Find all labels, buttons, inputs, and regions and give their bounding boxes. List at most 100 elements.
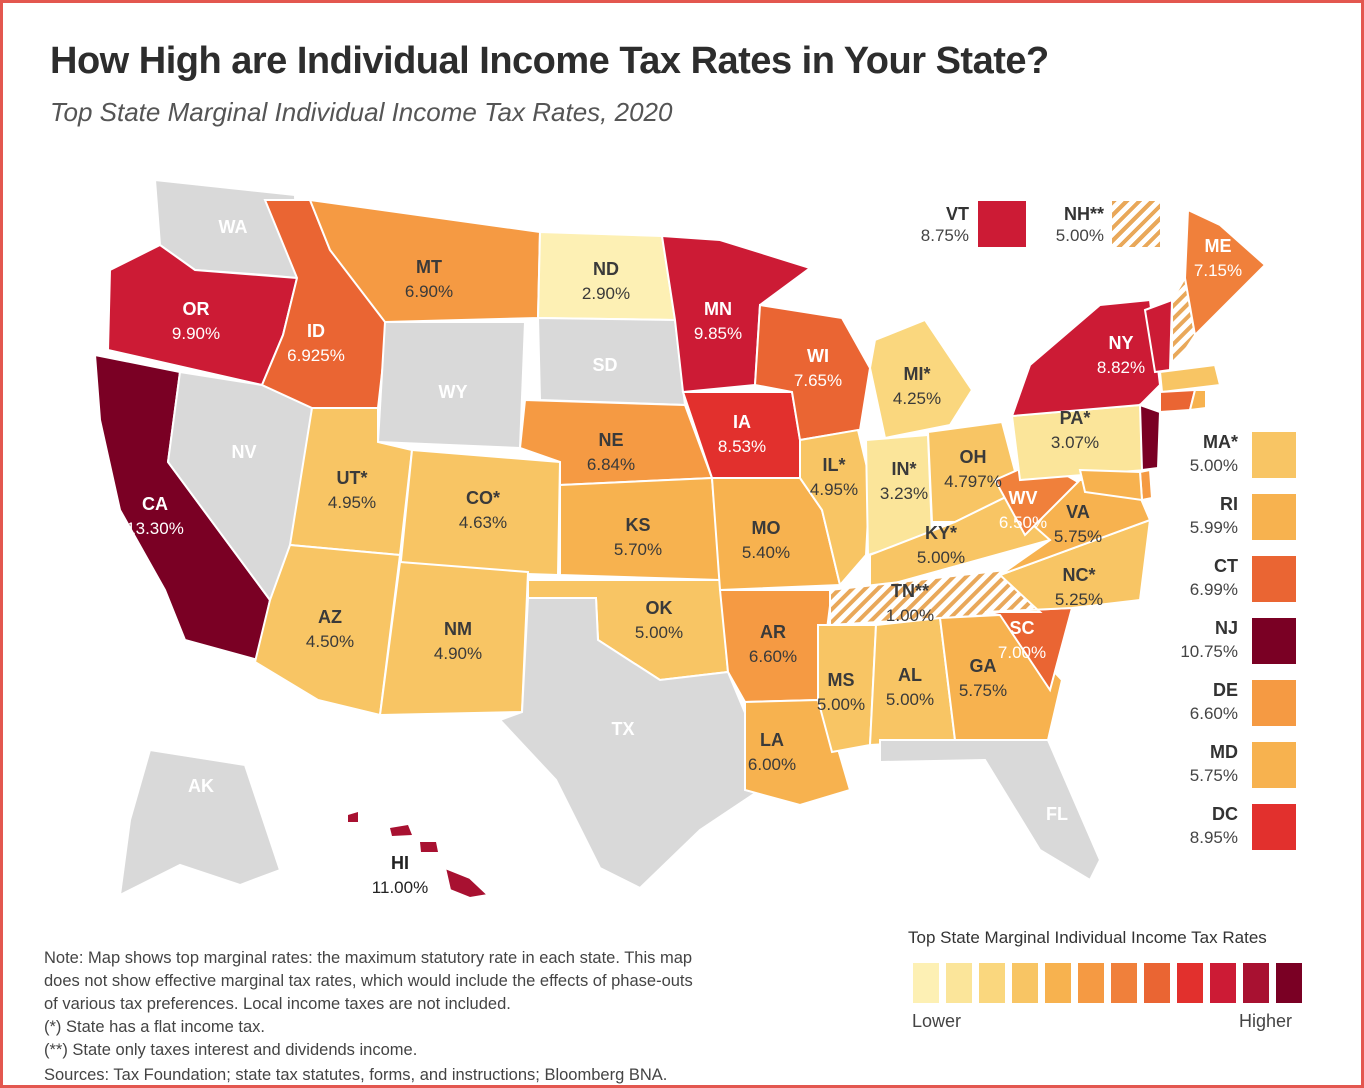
side-state-swatch [1252,680,1296,726]
state-label-ut: UT* [337,468,368,488]
legend-swatch [1243,963,1269,1003]
legend-high-label: Higher [1239,1011,1293,1031]
note-line: Note: Map shows top marginal rates: the … [44,949,693,967]
state-label-sc: SC [1009,618,1034,638]
callout-nh-abbr: NH** [1063,204,1104,224]
state-rate-me: 7.15% [1194,261,1242,280]
state-label-wy: WY [439,382,468,402]
state-label-wa: WA [219,217,248,237]
state-label-id: ID [307,321,325,341]
side-state-dc: DC 8.95% [1150,802,1300,852]
side-state-swatch [1252,432,1296,478]
state-shape-ma [1158,363,1222,394]
state-rate-ga: 5.75% [959,681,1007,700]
state-shape-hi [443,866,491,900]
side-state-rate: 10.75% [1180,642,1238,661]
state-rate-mo: 5.40% [742,543,790,562]
side-state-ri: RI 5.99% [1150,492,1300,542]
state-label-il: IL* [822,455,845,475]
state-rate-hi: 11.00% [372,878,428,897]
state-rate-al: 5.00% [886,690,934,709]
state-rate-ks: 5.70% [614,540,662,559]
state-label-ny: NY [1108,333,1133,353]
state-rate-ny: 8.82% [1097,358,1145,377]
state-rate-la: 6.00% [748,755,796,774]
state-shape-ri [1188,389,1207,412]
callout-vt-abbr: VT [945,204,969,224]
state-label-ne: NE [598,430,623,450]
side-state-text: CT 6.99% [1190,554,1238,602]
state-shape-nj [1138,403,1162,472]
map-notes: Note: Map shows top marginal rates: the … [44,947,824,1062]
state-label-wv: WV [1009,488,1038,508]
note-line: of various tax preferences. Local income… [44,995,511,1013]
callout-nh-swatch [1112,201,1160,247]
state-rate-id: 6.925% [287,346,345,365]
side-state-swatch [1252,618,1296,664]
side-state-abbr: RI [1220,494,1238,514]
side-state-ct: CT 6.99% [1150,554,1300,604]
state-shape-fl [879,739,1102,882]
callout-vt-rate: 8.75% [920,226,969,245]
note-line: (**) State only taxes interest and divid… [44,1041,418,1059]
state-rate-ut: 4.95% [328,493,376,512]
side-state-md: MD 5.75% [1150,740,1300,790]
state-shape-hi-island [390,825,412,836]
state-label-tx: TX [611,719,634,739]
state-label-fl: FL [1046,804,1068,824]
legend-swatch [1111,963,1137,1003]
state-shape-md [1078,468,1144,502]
state-label-ms: MS [828,670,855,690]
state-shape-ny [1010,298,1162,418]
state-shape-va [999,476,1152,576]
state-label-ca: CA [142,494,168,514]
callout-nh: NH** 5.00% [1030,203,1104,247]
state-label-ks: KS [625,515,650,535]
state-rate-nc: 5.25% [1055,590,1103,609]
state-label-ia: IA [733,412,751,432]
state-rate-ca: 13.30% [126,519,184,538]
side-state-abbr: DC [1212,804,1238,824]
state-label-va: VA [1066,502,1090,522]
chart-subtitle: Top State Marginal Individual Income Tax… [50,97,673,127]
legend-swatch [1144,963,1170,1003]
state-label-pa: PA* [1060,408,1091,428]
note-line: (*) State has a flat income tax. [44,1018,266,1036]
legend-swatch [1276,963,1302,1003]
legend-swatch [1210,963,1236,1003]
side-state-text: MA* 5.00% [1190,430,1238,478]
state-label-nd: ND [593,259,619,279]
state-rate-oh: 4.797% [944,472,1002,491]
state-shape-ms [817,624,878,754]
state-shape-il [799,428,872,588]
state-rate-pa: 3.07% [1051,433,1099,452]
state-label-mo: MO [752,518,781,538]
side-state-nj: NJ 10.75% [1150,616,1300,666]
state-label-la: LA [760,730,784,750]
state-label-co: CO* [466,488,500,508]
chart-title: How High are Individual Income Tax Rates… [50,40,1049,82]
state-label-ky: KY* [925,523,957,543]
side-state-text: RI 5.99% [1190,492,1238,540]
state-label-wi: WI [807,346,829,366]
side-state-rate: 8.95% [1189,828,1238,847]
side-state-swatch [1252,742,1296,788]
state-rate-ar: 6.60% [749,647,797,666]
side-state-rate: 6.99% [1189,580,1238,599]
state-label-az: AZ [318,607,342,627]
side-state-abbr: MD [1210,742,1238,762]
side-state-text: DE 6.60% [1190,678,1238,726]
note-line: does not show effective marginal tax rat… [44,972,693,990]
state-rate-nd: 2.90% [582,284,630,303]
state-shape-ar [718,589,834,704]
state-label-tn: TN** [891,581,929,601]
state-rate-tn: 1.00% [886,606,934,625]
side-state-ma: MA* 5.00% [1150,430,1300,480]
state-rate-mt: 6.90% [405,282,453,301]
side-state-swatch [1252,804,1296,850]
state-rate-in: 3.23% [880,484,928,503]
sources-line: Sources: Tax Foundation; state tax statu… [44,1066,668,1084]
state-label-ga: GA [970,656,997,676]
side-state-abbr: NJ [1214,618,1238,638]
